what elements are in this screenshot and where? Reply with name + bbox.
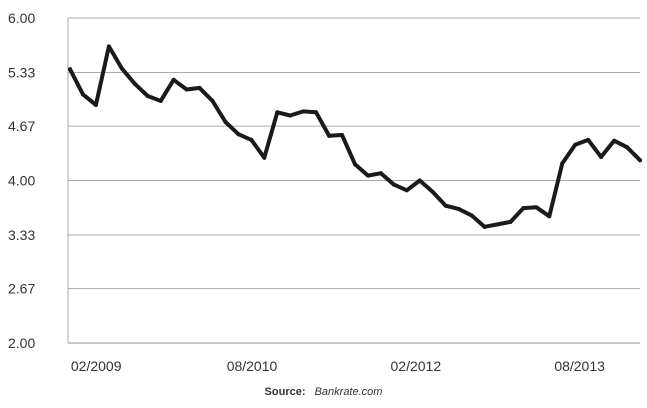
- data-point: [288, 113, 293, 118]
- data-point: [80, 92, 85, 97]
- data-point: [625, 145, 630, 150]
- source-value: Bankrate.com: [314, 386, 383, 398]
- data-point: [469, 213, 474, 218]
- data-point: [223, 120, 228, 124]
- data-point: [573, 142, 578, 147]
- data-point: [158, 98, 163, 103]
- grid-lines: [67, 17, 640, 344]
- data-point: [262, 155, 267, 160]
- data-point: [197, 85, 202, 90]
- data-point: [456, 206, 461, 211]
- x-axis-ticks: 02/2009 08/2010 02/2012 08/2013: [71, 358, 605, 374]
- data-point: [210, 98, 215, 103]
- data-point: [404, 188, 409, 193]
- x-tick-label: 08/2013: [554, 358, 605, 374]
- source-note: Source: Bankrate.com: [0, 386, 647, 398]
- data-point: [443, 203, 448, 208]
- data-point: [482, 224, 487, 229]
- data-point: [378, 171, 383, 176]
- data-point: [184, 87, 189, 92]
- data-point: [391, 182, 396, 187]
- data-point: [508, 219, 513, 224]
- data-point: [521, 206, 526, 211]
- y-tick-label: 6.00: [8, 10, 35, 26]
- data-point: [93, 102, 98, 107]
- data-point: [560, 161, 565, 166]
- data-point: [327, 133, 332, 138]
- data-point: [145, 94, 150, 98]
- y-tick-label: 4.00: [8, 173, 35, 189]
- data-point: [430, 189, 435, 194]
- data-point: [236, 132, 241, 137]
- data-point: [586, 137, 591, 142]
- data-point: [106, 44, 111, 49]
- data-point: [314, 110, 319, 115]
- x-tick-label: 02/2012: [391, 358, 442, 374]
- data-point: [534, 205, 539, 210]
- x-tick-label: 08/2010: [227, 358, 278, 374]
- data-point: [171, 77, 176, 82]
- y-tick-label: 3.33: [8, 227, 35, 243]
- data-point: [417, 178, 422, 183]
- data-point: [249, 137, 254, 142]
- y-axis-ticks: 2.00 2.67 3.33 4.00 4.67 5.33 6.00: [8, 10, 35, 351]
- y-tick-label: 5.33: [8, 64, 35, 80]
- series-layer: [68, 44, 642, 229]
- data-point: [612, 138, 617, 143]
- data-point: [495, 222, 500, 227]
- y-tick-label: 2.67: [8, 281, 35, 297]
- x-tick-label: 02/2009: [71, 358, 122, 374]
- y-tick-label: 4.67: [8, 118, 35, 134]
- data-point: [301, 109, 306, 114]
- data-point: [275, 110, 280, 115]
- data-point: [340, 133, 345, 137]
- y-tick-label: 2.00: [8, 335, 35, 351]
- data-point: [365, 173, 370, 178]
- data-point: [353, 162, 357, 167]
- data-point: [119, 66, 124, 71]
- data-point: [68, 67, 72, 72]
- data-point: [132, 81, 137, 86]
- source-label: Source:: [264, 386, 306, 398]
- data-point: [638, 158, 642, 163]
- data-point: [547, 214, 552, 219]
- data-point: [599, 154, 604, 159]
- series-line: [68, 44, 642, 229]
